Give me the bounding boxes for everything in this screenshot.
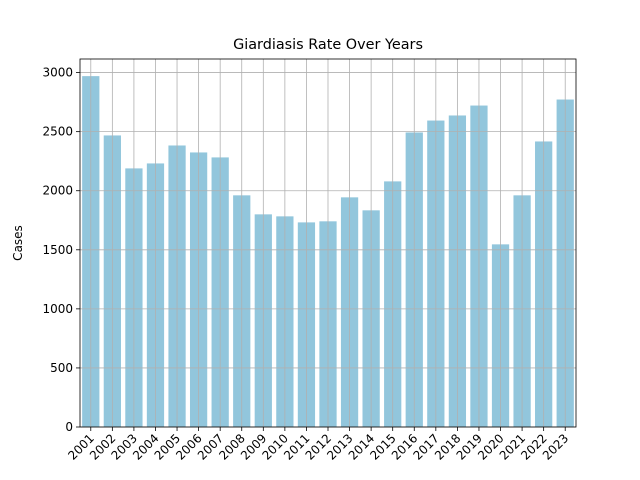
plot-frame [79,58,577,428]
y-tick-label: 500 [50,361,73,375]
y-tick-label: 2500 [42,125,73,139]
y-tick-label: 1000 [42,302,73,316]
y-tick-label: 0 [65,420,73,434]
y-tick-label: 1500 [42,243,73,257]
y-axis-label: Cases [11,225,25,261]
x-axis-label: Year [314,478,340,480]
chart-title: Giardiasis Rate Over Years [233,37,423,53]
y-tick-label: 3000 [42,66,73,80]
y-tick-label: 2000 [42,184,73,198]
